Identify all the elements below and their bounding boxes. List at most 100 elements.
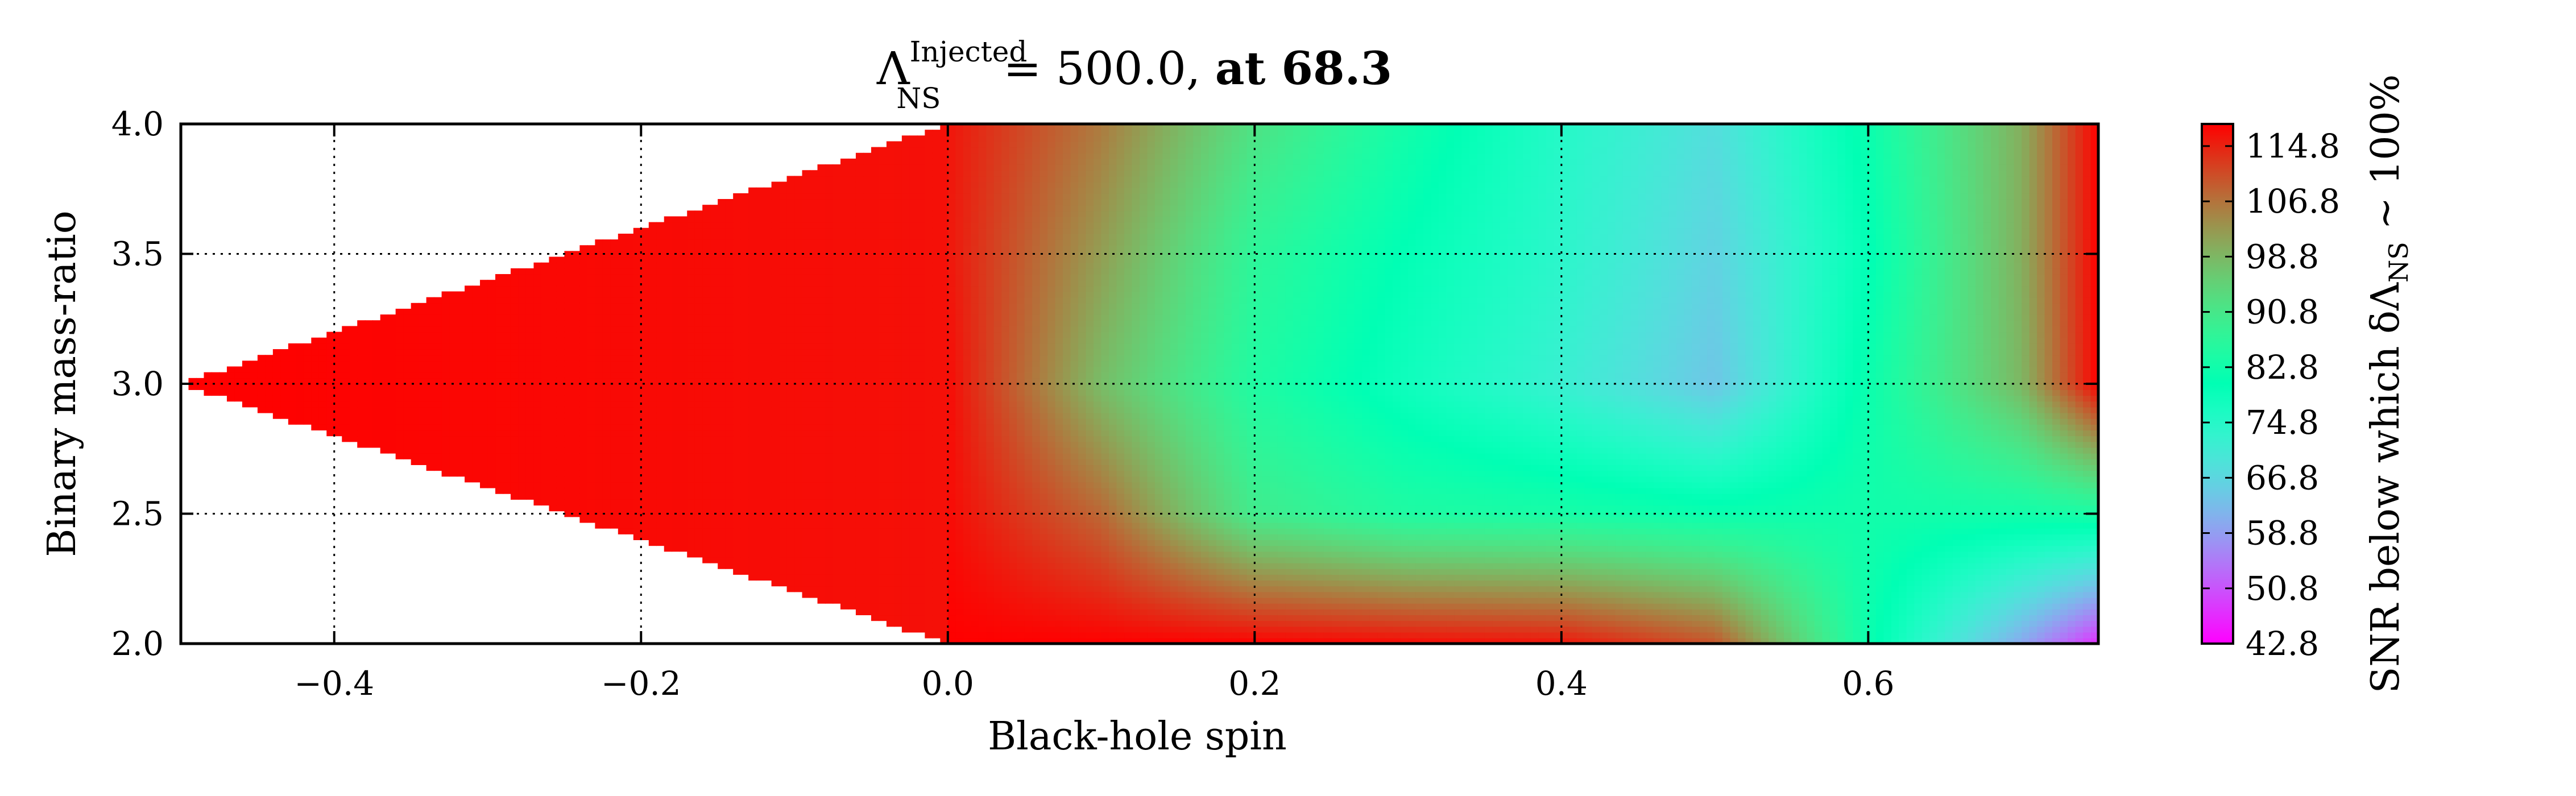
heatmap-cell [748, 522, 757, 529]
heatmap-cell [863, 591, 872, 598]
heatmap-cell [672, 447, 680, 454]
heatmap-cell [725, 562, 734, 569]
heatmap-cell [917, 251, 926, 258]
heatmap-cell [879, 176, 887, 183]
heatmap-cell [411, 308, 419, 315]
heatmap-cell [925, 493, 933, 500]
heatmap-cell [925, 511, 933, 517]
heatmap-cell [579, 459, 588, 465]
heatmap-cell [280, 349, 289, 356]
heatmap-cell [602, 302, 611, 309]
heatmap-cell [825, 297, 834, 304]
heatmap-cell [879, 222, 887, 229]
heatmap-cell [280, 395, 289, 402]
heatmap-cell [718, 407, 726, 413]
heatmap-cell [955, 562, 964, 569]
heatmap-cell [272, 384, 281, 390]
heatmap-cell [802, 256, 810, 263]
heatmap-cell [510, 320, 519, 327]
heatmap-cell [465, 470, 473, 477]
heatmap-cell [955, 124, 964, 130]
heatmap-cell [725, 545, 734, 552]
heatmap-cell [794, 274, 803, 280]
heatmap-cell [886, 597, 895, 604]
heatmap-cell [971, 574, 979, 581]
heatmap-cell [771, 522, 780, 529]
heatmap-cell [932, 540, 941, 546]
heatmap-cell [648, 499, 657, 506]
heatmap-cell [457, 326, 465, 333]
heatmap-cell [932, 199, 941, 205]
heatmap-cell [679, 430, 688, 437]
heatmap-cell [764, 251, 772, 258]
heatmap-cell [817, 499, 826, 506]
heatmap-cell [380, 436, 388, 442]
heatmap-cell [971, 181, 979, 188]
heatmap-cell [725, 516, 734, 523]
heatmap-cell [556, 372, 565, 379]
heatmap-cell [986, 562, 995, 569]
heatmap-cell [917, 424, 926, 431]
heatmap-cell [419, 308, 427, 315]
heatmap-cell [947, 199, 956, 205]
heatmap-cell [855, 337, 864, 344]
heatmap-cell [886, 384, 895, 390]
heatmap-cell [940, 516, 949, 523]
heatmap-cell [740, 534, 749, 540]
heatmap-cell [672, 302, 680, 309]
heatmap-cell [326, 378, 335, 384]
heatmap-cell [955, 210, 964, 217]
heatmap-cell [694, 401, 703, 408]
heatmap-cell [326, 384, 335, 390]
heatmap-cell [848, 256, 856, 263]
heatmap-cell [848, 534, 856, 540]
heatmap-cell [510, 384, 519, 390]
heatmap-cell [894, 262, 902, 269]
heatmap-cell [664, 216, 673, 223]
heatmap-cell [879, 591, 887, 598]
heatmap-cell [679, 349, 688, 356]
heatmap-cell [971, 441, 979, 448]
heatmap-cell [925, 135, 933, 142]
heatmap-cell [901, 239, 910, 246]
heatmap-cell [971, 395, 979, 402]
heatmap-cell [710, 291, 718, 298]
heatmap-cell [656, 268, 665, 275]
heatmap-cell [733, 562, 742, 569]
heatmap-cell [725, 216, 734, 223]
heatmap-cell [541, 476, 550, 483]
heatmap-cell [710, 516, 718, 523]
heatmap-cell [879, 557, 887, 563]
heatmap-cell [357, 424, 366, 431]
heatmap-cell [947, 516, 956, 523]
heatmap-cell [986, 447, 995, 454]
heatmap-cell [840, 424, 849, 431]
heatmap-cell [679, 291, 688, 298]
heatmap-cell [541, 412, 550, 419]
heatmap-cell [648, 302, 657, 309]
heatmap-cell [595, 389, 603, 396]
heatmap-cell [687, 326, 695, 333]
heatmap-cell [932, 366, 941, 373]
heatmap-cell [748, 302, 757, 309]
heatmap-cell [932, 331, 941, 338]
heatmap-cell [748, 349, 757, 356]
heatmap-cell [395, 349, 404, 356]
heatmap-cell [564, 505, 573, 512]
heatmap-cell [894, 360, 902, 367]
heatmap-cell [465, 366, 473, 373]
heatmap-cell [740, 355, 749, 362]
heatmap-cell [740, 384, 749, 390]
heatmap-cell [925, 626, 933, 633]
heatmap-cell [579, 343, 588, 350]
heatmap-cell [365, 401, 373, 408]
heatmap-cell [932, 522, 941, 529]
heatmap-cell [687, 493, 695, 500]
heatmap-cell [909, 262, 918, 269]
heatmap-cell [863, 453, 872, 459]
heatmap-cell [610, 308, 619, 315]
heatmap-cell [840, 441, 849, 448]
heatmap-cell [810, 326, 818, 333]
heatmap-cell [610, 395, 619, 402]
heatmap-cell [648, 256, 657, 263]
